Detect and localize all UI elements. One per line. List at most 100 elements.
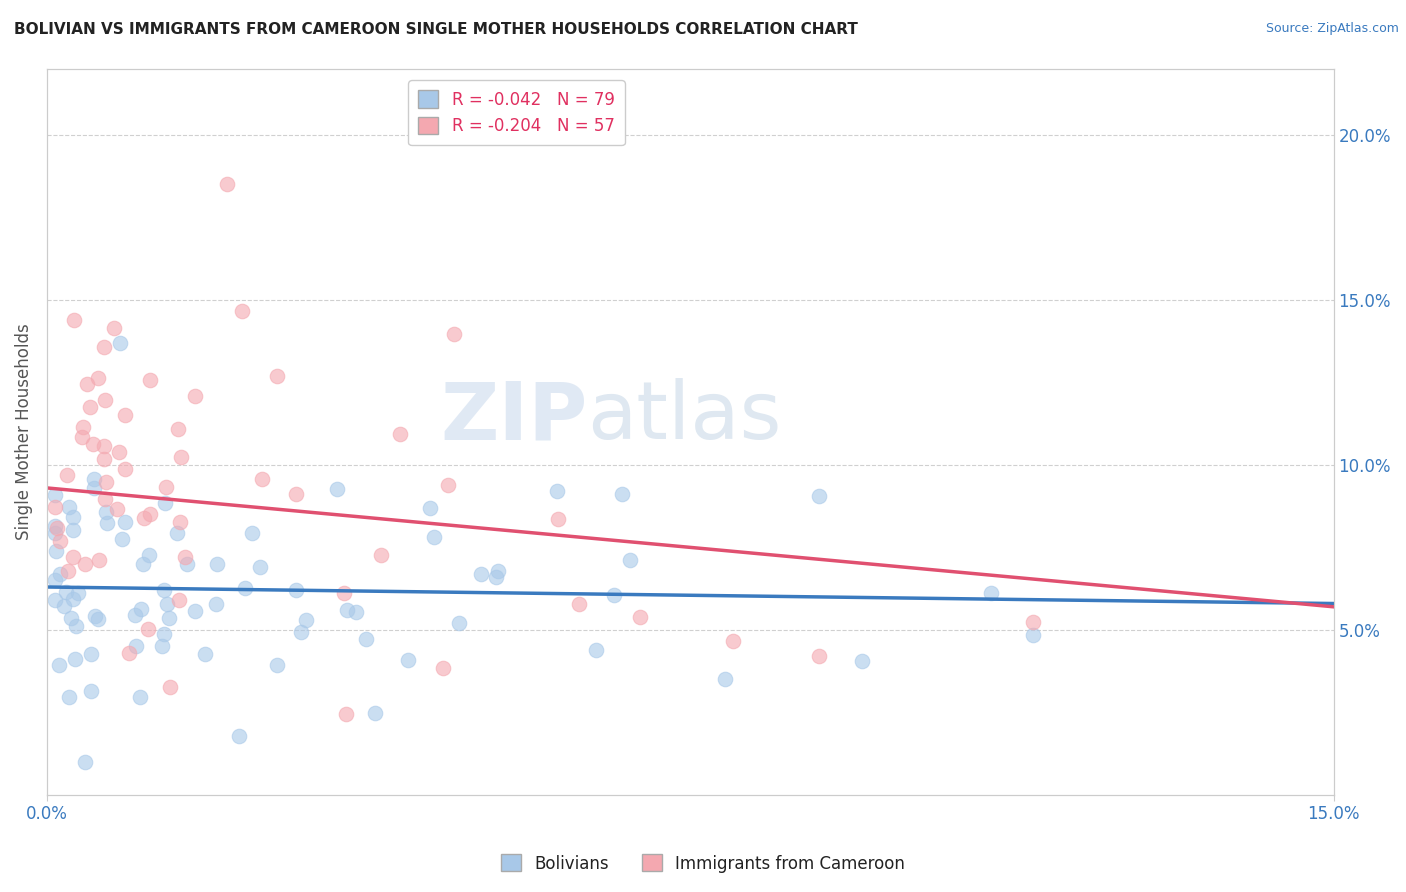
Point xyxy=(103,320,125,334)
Point xyxy=(80,683,103,698)
Point xyxy=(155,480,177,494)
Point xyxy=(76,377,98,392)
Point xyxy=(266,658,288,673)
Point xyxy=(389,426,412,441)
Point xyxy=(55,584,77,599)
Text: BOLIVIAN VS IMMIGRANTS FROM CAMEROON SINGLE MOTHER HOUSEHOLDS CORRELATION CHART: BOLIVIAN VS IMMIGRANTS FROM CAMEROON SIN… xyxy=(14,22,858,37)
Point xyxy=(138,549,160,563)
Point xyxy=(233,581,256,595)
Point xyxy=(250,472,273,486)
Point xyxy=(75,755,97,769)
Point xyxy=(153,496,176,510)
Point xyxy=(48,658,70,673)
Point xyxy=(603,588,626,602)
Point xyxy=(721,634,744,648)
Point xyxy=(62,509,84,524)
Point xyxy=(153,582,176,597)
Point xyxy=(167,592,190,607)
Point xyxy=(82,437,104,451)
Point xyxy=(546,484,568,499)
Point xyxy=(851,654,873,668)
Point xyxy=(173,550,195,565)
Point xyxy=(325,482,347,496)
Point xyxy=(94,492,117,507)
Point xyxy=(547,512,569,526)
Point xyxy=(184,389,207,403)
Point xyxy=(96,516,118,530)
Point xyxy=(423,530,446,544)
Point xyxy=(333,586,356,600)
Point xyxy=(285,487,308,501)
Point xyxy=(153,627,176,641)
Point xyxy=(294,613,316,627)
Point xyxy=(619,552,641,566)
Point xyxy=(159,680,181,694)
Legend: Bolivians, Immigrants from Cameroon: Bolivians, Immigrants from Cameroon xyxy=(494,847,912,880)
Point xyxy=(62,523,84,537)
Point xyxy=(344,605,367,619)
Text: ZIP: ZIP xyxy=(440,378,588,457)
Point xyxy=(52,599,75,613)
Point xyxy=(66,586,89,600)
Point xyxy=(240,526,263,541)
Point xyxy=(628,610,651,624)
Point xyxy=(714,672,737,686)
Point xyxy=(290,625,312,640)
Point xyxy=(139,373,162,387)
Point xyxy=(44,593,66,607)
Point xyxy=(194,647,217,661)
Point xyxy=(44,573,66,587)
Point xyxy=(215,177,238,191)
Point xyxy=(207,558,229,572)
Point xyxy=(132,511,155,525)
Point xyxy=(470,566,492,581)
Point xyxy=(45,521,67,535)
Point xyxy=(79,401,101,415)
Point xyxy=(585,643,607,657)
Point xyxy=(335,706,357,721)
Point xyxy=(93,340,115,354)
Point xyxy=(105,501,128,516)
Point xyxy=(56,564,79,578)
Point xyxy=(107,445,129,459)
Point xyxy=(83,472,105,486)
Point xyxy=(807,649,830,664)
Point xyxy=(84,609,107,624)
Point xyxy=(44,500,66,514)
Point xyxy=(447,615,470,630)
Point xyxy=(118,646,141,660)
Point xyxy=(45,543,67,558)
Point xyxy=(266,368,288,383)
Point xyxy=(249,559,271,574)
Point xyxy=(93,451,115,466)
Point xyxy=(176,557,198,571)
Point xyxy=(58,690,80,704)
Point xyxy=(157,610,180,624)
Point xyxy=(44,519,66,533)
Point xyxy=(136,622,159,636)
Point xyxy=(807,489,830,503)
Point xyxy=(364,706,387,720)
Point xyxy=(49,567,72,582)
Point xyxy=(166,422,188,436)
Point xyxy=(284,582,307,597)
Point xyxy=(131,602,153,616)
Point xyxy=(86,612,108,626)
Point xyxy=(486,564,509,578)
Point xyxy=(65,619,87,633)
Point xyxy=(94,505,117,519)
Point xyxy=(228,730,250,744)
Point xyxy=(336,602,359,616)
Point xyxy=(80,648,103,662)
Point xyxy=(48,533,70,548)
Text: atlas: atlas xyxy=(588,378,782,457)
Point xyxy=(418,500,440,515)
Point xyxy=(124,607,146,622)
Y-axis label: Single Mother Households: Single Mother Households xyxy=(15,324,32,541)
Point xyxy=(62,592,84,607)
Point xyxy=(70,430,93,444)
Point xyxy=(184,604,207,618)
Point xyxy=(58,500,80,515)
Point xyxy=(63,652,86,666)
Point xyxy=(62,550,84,565)
